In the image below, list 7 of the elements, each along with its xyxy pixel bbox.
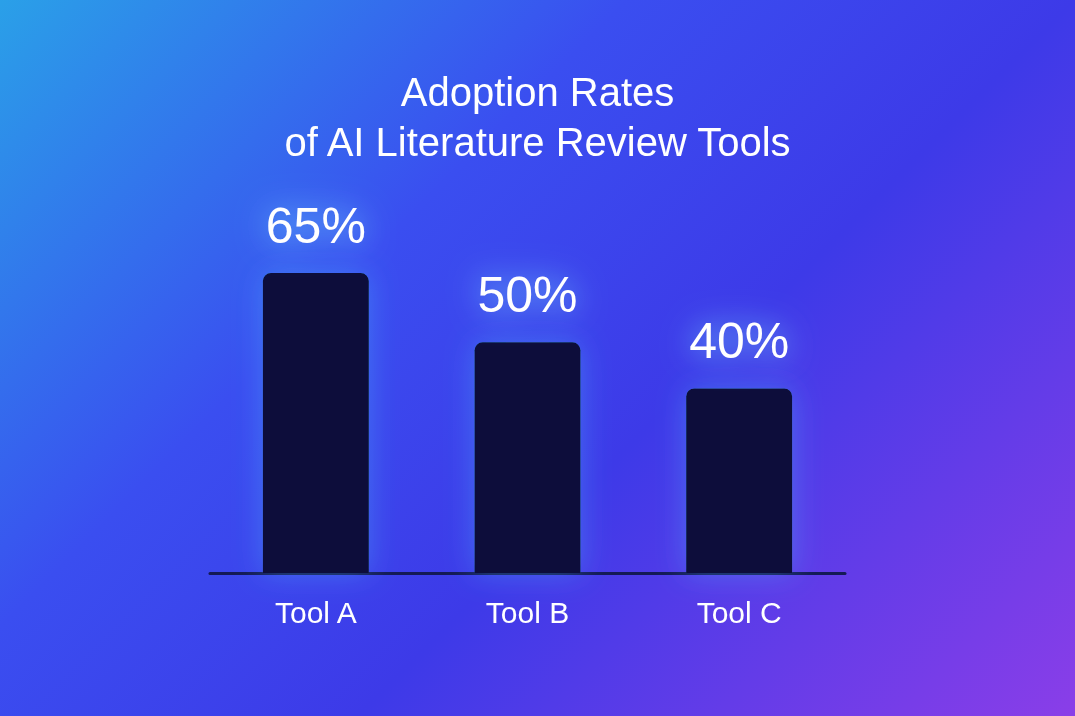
x-tick-label: Tool C <box>696 595 782 629</box>
x-tick-label: Tool A <box>274 595 357 629</box>
x-tick-label: Tool B <box>485 595 570 629</box>
data-label: 40% <box>689 313 790 370</box>
data-label: 65% <box>265 198 366 255</box>
data-label: 50% <box>477 267 578 324</box>
chart-title: Adoption Rates of AI Literature Review Tools <box>284 70 791 164</box>
